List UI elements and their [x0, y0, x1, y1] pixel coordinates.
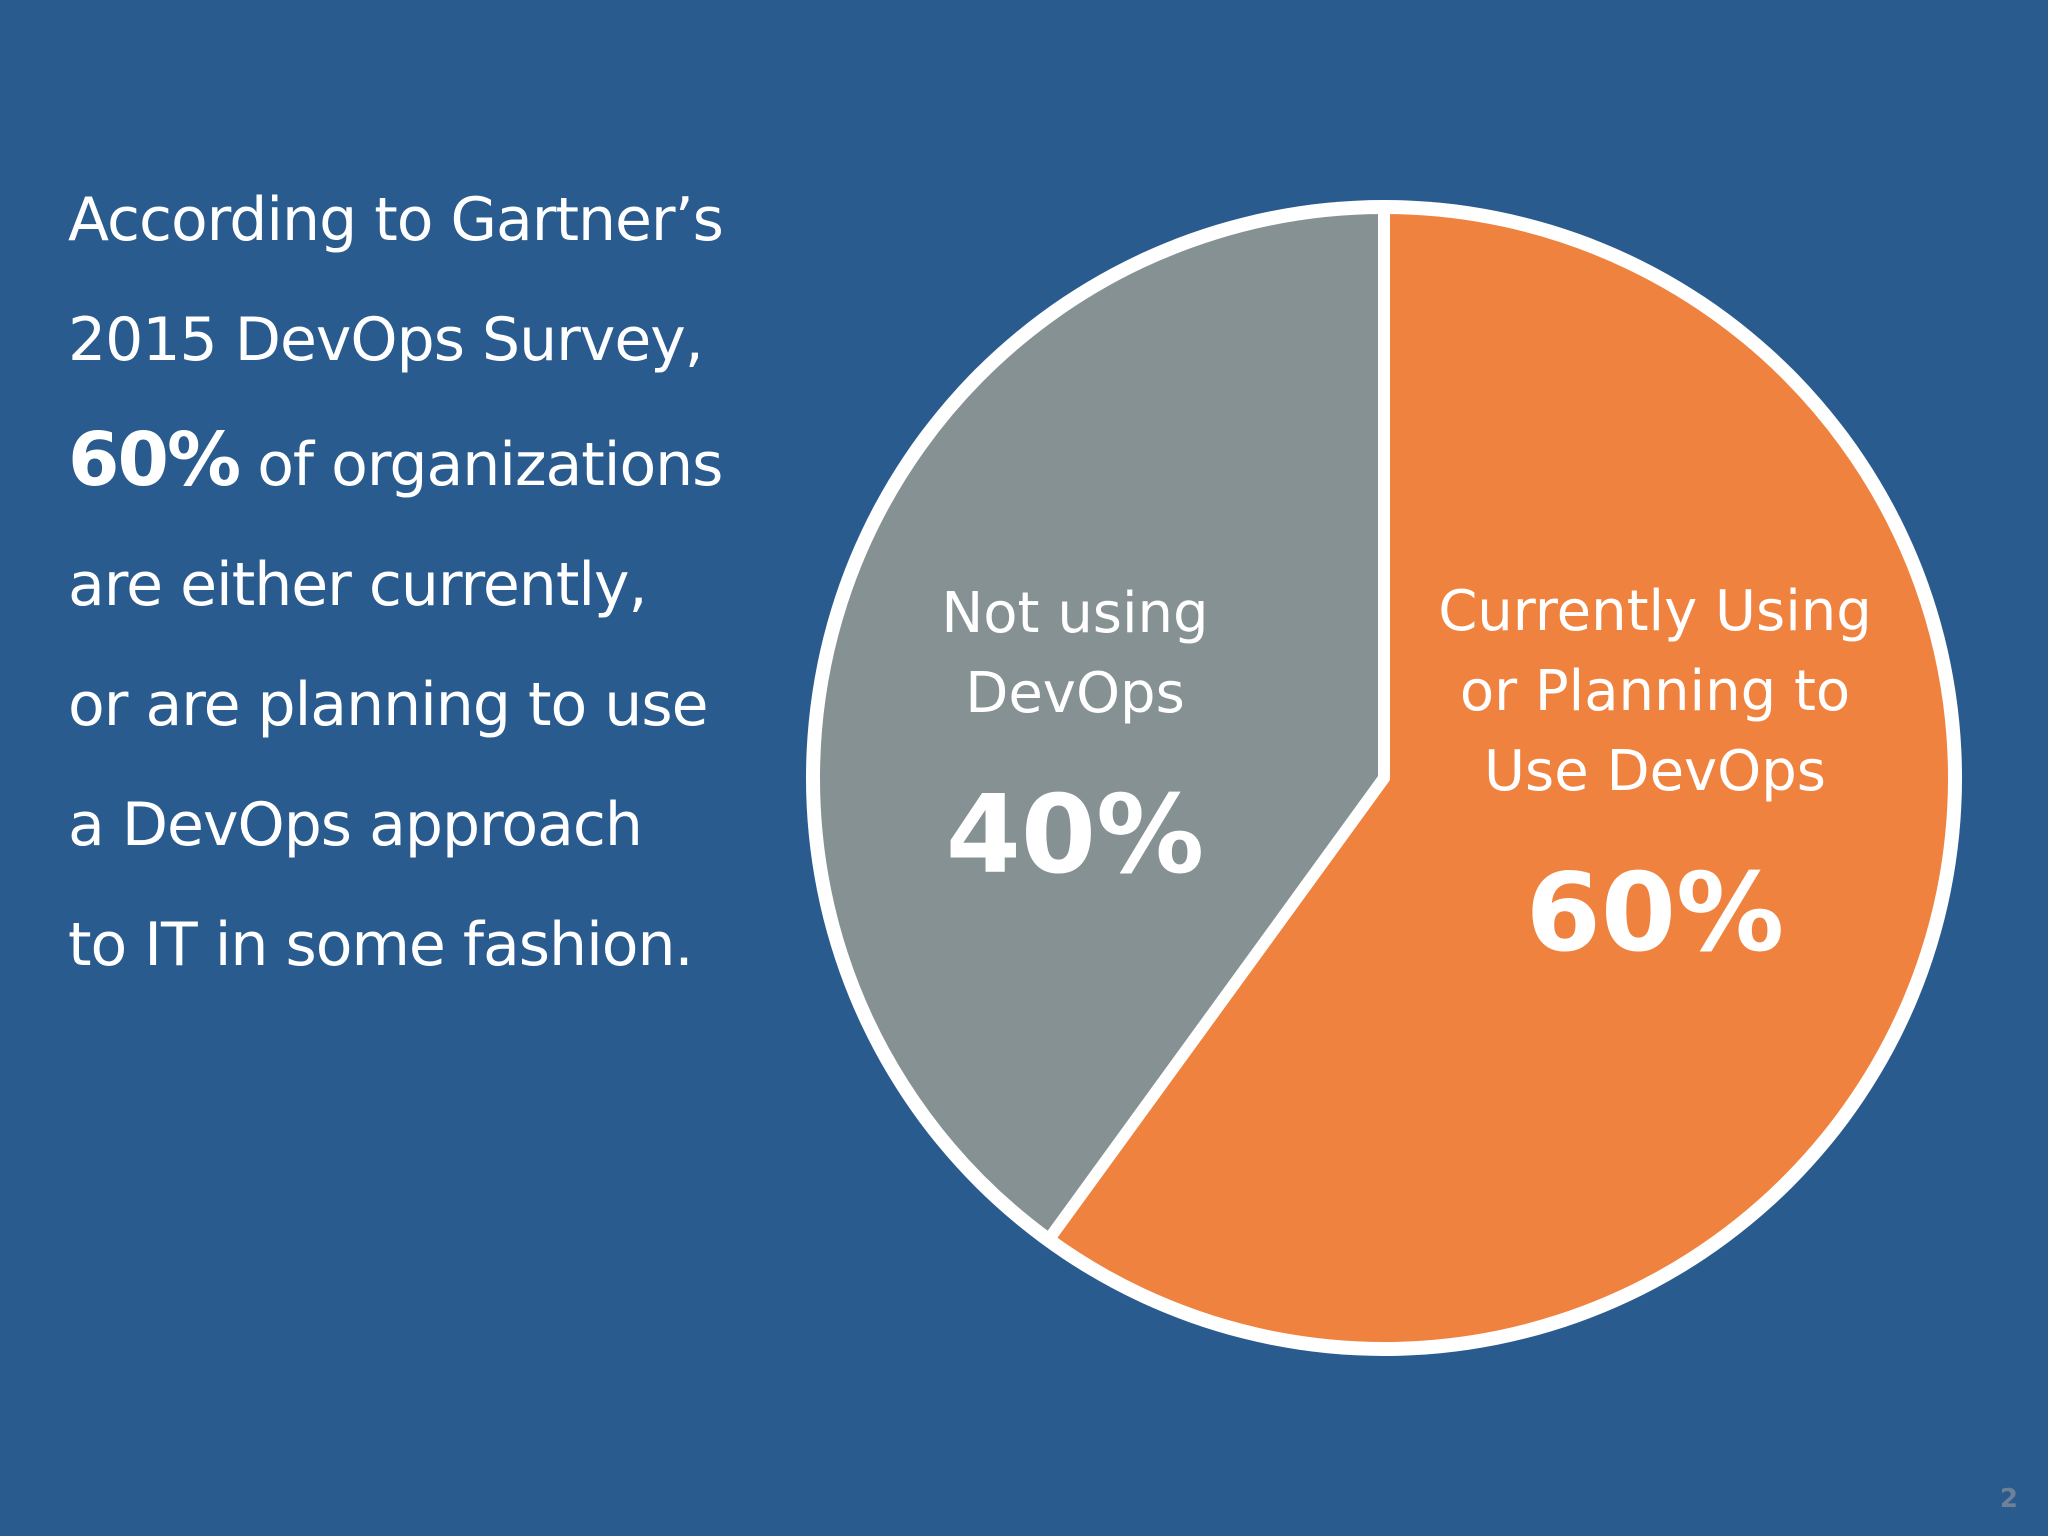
intro-line-6: a DevOps approach — [68, 790, 643, 860]
intro-line-4: are either currently, — [68, 550, 648, 620]
intro-line-5: or are planning to use — [68, 670, 709, 740]
pie-slice-currently-using-value: 60% — [1526, 851, 1785, 976]
intro-highlight-percent: 60% — [68, 417, 241, 503]
intro-line-3-rest: of organizations — [257, 430, 723, 500]
pie-slice-not-using — [808, 202, 1390, 1246]
intro-text: According to Gartner’s 2015 DevOps Surve… — [68, 160, 828, 1005]
pie-slice-not-using-label-line: DevOps — [965, 661, 1185, 726]
intro-line-2: 2015 DevOps Survey, — [68, 305, 704, 375]
page-number: 2 — [1999, 1484, 2018, 1514]
intro-line-7: to IT in some fashion. — [68, 910, 694, 980]
pie-slice-not-using-label-line: Not using — [941, 581, 1208, 646]
intro-line-1: According to Gartner’s — [68, 185, 724, 255]
pie-slice-not-using-value: 40% — [946, 773, 1205, 898]
pie-slice-currently-using-label-line: Use DevOps — [1484, 739, 1826, 804]
intro-line-3: 60% of organizations — [68, 400, 828, 525]
pie-slice-currently-using-label-line: or Planning to — [1460, 659, 1850, 724]
pie-slices — [808, 202, 1960, 1354]
pie-labels: Currently Using or Planning to Use DevOps 6… — [941, 579, 1871, 976]
pie-slice-currently-using-label-line: Currently Using — [1438, 579, 1872, 644]
pie-slice-currently-using — [1042, 202, 1960, 1354]
